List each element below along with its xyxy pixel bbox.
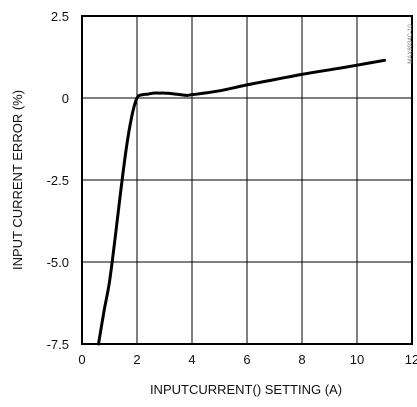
y-tick-label: -7.5 bbox=[47, 337, 69, 352]
y-tick-labels: 2.5 0 -2.5 -5.0 -7.5 bbox=[47, 9, 69, 352]
x-tick-label: 0 bbox=[78, 352, 85, 367]
x-axis-title: INPUTCURRENT() SETTING (A) bbox=[150, 382, 342, 397]
y-tick-label: -2.5 bbox=[47, 173, 69, 188]
x-tick-label: 2 bbox=[133, 352, 140, 367]
x-tick-label: 10 bbox=[350, 352, 364, 367]
series-line bbox=[97, 58, 386, 346]
plot-frame bbox=[81, 15, 413, 345]
y-axis-title: INPUT CURRENT ERROR (%) bbox=[10, 90, 25, 270]
side-code: MAX8934C-10 bbox=[408, 24, 414, 64]
x-tick-label: 4 bbox=[188, 352, 195, 367]
x-tick-label: 6 bbox=[243, 352, 250, 367]
x-tick-labels: 0 2 4 6 8 10 12 bbox=[78, 352, 417, 367]
x-tick-label: 8 bbox=[298, 352, 305, 367]
y-tick-label: 0 bbox=[62, 91, 69, 106]
x-tick-label: 12 bbox=[405, 352, 417, 367]
y-tick-label: -5.0 bbox=[47, 255, 69, 270]
y-tick-label: 2.5 bbox=[51, 9, 69, 24]
